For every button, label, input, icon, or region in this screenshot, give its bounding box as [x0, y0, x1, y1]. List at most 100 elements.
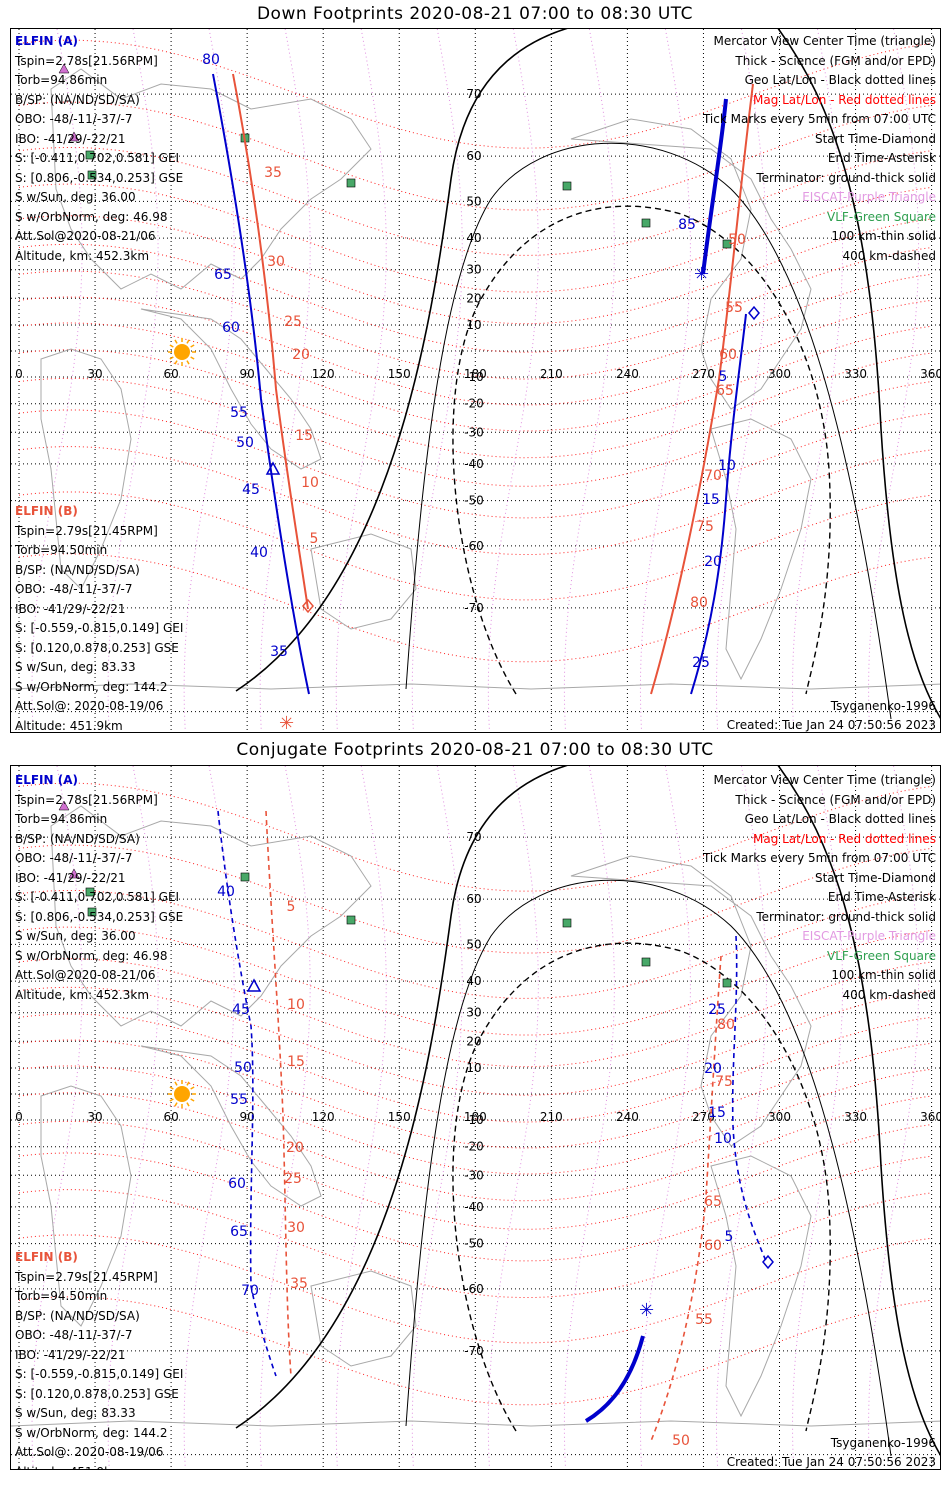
elfin-b-line: S: [-0.559,-0.815,0.149] GEI — [15, 621, 184, 635]
mag-meridian — [487, 29, 539, 730]
lat-tick-label: -60 — [464, 539, 484, 553]
lon-tick-label: 270 — [692, 367, 715, 381]
elfin-a-line: IBO: -41/29/-22/21 — [15, 131, 126, 146]
legend-entry: Mercator View Center Time (triangle) — [713, 773, 936, 787]
elfin-b-line: S: [-0.559,-0.815,0.149] GEI — [15, 1367, 184, 1381]
elfin-a-tick-label: 80 — [202, 52, 220, 68]
boundary-400km — [452, 942, 831, 1432]
terminator-west — [235, 29, 568, 692]
mag-meridian — [487, 766, 539, 1467]
legend-entry: VLF-Green Square — [827, 948, 936, 963]
elfin-a-tick-label: 25 — [692, 655, 710, 671]
legend-entry: Thick - Science (FGM and/or EPD) — [735, 53, 936, 68]
elfin-a-line: S: [-0.411,0.702,0.581] GEI — [15, 151, 180, 165]
view-center-triangle — [265, 461, 281, 475]
mag-meridian — [335, 29, 387, 730]
elfin-a-track-west — [217, 810, 277, 1377]
elfin-b-tick-label: 80 — [717, 1017, 735, 1033]
lat-tick-label: 20 — [466, 291, 481, 305]
elfin-b-line: OBO: -48/-11/-37/-7 — [15, 582, 133, 596]
legend-entry: 400 km-dashed — [842, 987, 936, 1002]
coastline — [11, 1420, 940, 1427]
elfin-a-line: Tspin=2.78s[21.56RPM] — [15, 792, 158, 807]
coastline — [140, 1045, 322, 1207]
boundary-100km — [405, 142, 892, 720]
elfin-b-line: S w/OrbNorm, deg: 144.2 — [15, 679, 168, 694]
lat-tick-label: 20 — [466, 1034, 481, 1048]
elfin-b-line: S w/OrbNorm, deg: 144.2 — [15, 1425, 168, 1440]
elfin-b-line: S: [0.120,0.878,0.253] GSE — [15, 640, 179, 655]
terminator-east — [777, 766, 940, 1456]
elfin-a-line: Altitude, km: 452.3km — [15, 248, 150, 263]
elfin-b-line: Tspin=2.79s[21.45RPM] — [15, 1269, 158, 1284]
lat-tick-label: -70 — [464, 601, 484, 615]
vlf-station-square — [87, 170, 97, 180]
lon-tick-label: 120 — [312, 367, 335, 381]
legend-entry: EISCAT-Purple Triangle — [802, 929, 936, 943]
elfin-b-tick-label: 60 — [704, 1238, 722, 1254]
eiscat-triangle — [68, 131, 80, 142]
elfin-b-line: Altitude: 451.9km — [15, 1463, 183, 1470]
elfin-a-line: B/SP: (NA/ND/SD/SA) — [15, 831, 140, 846]
coastline — [40, 348, 132, 590]
coastline — [310, 1270, 417, 1367]
legend-entry: 400 km-dashed — [842, 248, 936, 263]
elfin-b-tick-label: 80 — [690, 595, 708, 611]
elfin-b-tick-label: 5 — [310, 531, 319, 547]
down-footprints-panel: 0 30 60 90 120 150 180 210 240 270 300 330 360 70 60 50… — [10, 28, 941, 733]
elfin-a-line: S w/OrbNorm, deg: 46.98 — [15, 948, 168, 963]
lat-tick-label: -30 — [464, 425, 484, 439]
lon-tick-label: 240 — [616, 367, 639, 381]
coastline — [140, 308, 322, 470]
elfin-b-line: B/SP: (NA/ND/SD/SA) — [15, 1308, 140, 1323]
elfin-a-track-east — [690, 313, 747, 695]
legend-entry: Geo Lat/Lon - Black dotted lines — [744, 73, 936, 87]
elfin-a-tick-label: 25 — [708, 1002, 726, 1018]
lat-tick-label: 60 — [466, 892, 481, 906]
elfin-a-line: Torb=94.86min — [15, 73, 108, 87]
lat-tick-label: -10 — [464, 1113, 484, 1127]
eiscat-triangle — [58, 800, 70, 811]
elfin-a-science-segment — [701, 98, 728, 275]
end-asterisk: ✳ — [279, 713, 294, 733]
mag-meridian — [183, 766, 235, 1467]
elfin-b-tick-label: 20 — [292, 347, 310, 363]
elfin-a-line: B/SP: (NA/ND/SD/SA) — [15, 92, 140, 107]
elfin-a-tick-label: 45 — [232, 1002, 250, 1018]
vlf-station-square — [346, 915, 356, 925]
legend-block: Mercator View Center Time (triangle) Thic… — [703, 32, 936, 266]
lon-tick-label: 360 — [920, 1110, 941, 1124]
vlf-station-square — [562, 918, 572, 928]
footer-block: Tsyganenko-1996 Created: Tue Jan 24 07:5… — [727, 697, 936, 732]
elfin-b-tick-label: 25 — [284, 314, 302, 330]
lat-tick-label: 50 — [466, 937, 481, 951]
mag-meridian — [183, 29, 235, 730]
elfin-a-tick-label: 35 — [270, 644, 288, 660]
lon-tick-label: 330 — [844, 1110, 867, 1124]
mag-meridian — [715, 29, 767, 730]
elfin-b-line: IBO: -41/29/-22/21 — [15, 601, 126, 616]
legend-entry: Terminator: ground-thick solid — [756, 909, 936, 924]
mag-meridian — [639, 29, 691, 730]
legend-entry: Tick Marks every 5min from 07:00 UTC — [702, 112, 936, 126]
lon-tick-label: 60 — [163, 1110, 178, 1124]
elfin-a-tick-label: 45 — [242, 482, 260, 498]
elfin-a-line: OBO: -48/-11/-37/-7 — [15, 112, 133, 126]
lat-tick-label: -30 — [464, 1168, 484, 1182]
elfin-a-science-segment — [584, 1335, 645, 1423]
legend-entry: VLF-Green Square — [827, 209, 936, 224]
lat-tick-label: -20 — [464, 397, 484, 411]
vlf-station-square — [346, 178, 356, 188]
elfin-b-line: Torb=94.50min — [15, 543, 108, 557]
coastline — [50, 805, 372, 1027]
elfin-a-line: Att.Sol@2020-08-21/06 — [15, 968, 156, 982]
start-diamond — [748, 305, 760, 321]
legend-entry: End Time-Asterisk — [827, 890, 936, 904]
lon-tick-label: 180 — [464, 1110, 487, 1124]
elfin-b-header: ELFIN (B) — [15, 504, 78, 518]
elfin-a-header: ELFIN (A) — [15, 34, 78, 48]
vlf-station-square — [85, 150, 95, 160]
elfin-b-track-west — [232, 73, 309, 610]
mag-meridian — [639, 766, 691, 1467]
elfin-b-tick-label: 55 — [725, 300, 743, 316]
